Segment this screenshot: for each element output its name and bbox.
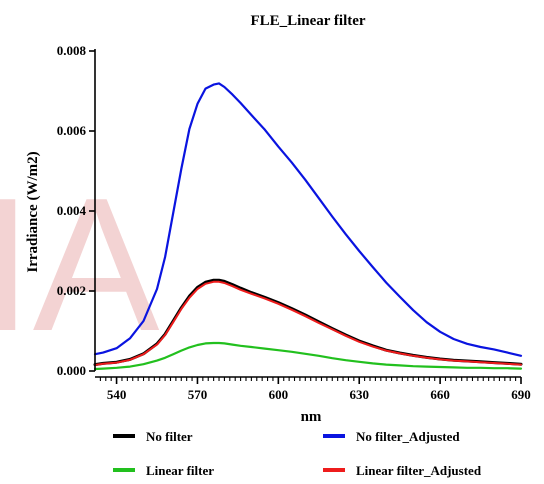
series-line-linear-filter-adjusted — [94, 280, 522, 366]
series-line-no-filter-adjusted — [93, 82, 523, 357]
series-layer — [93, 82, 523, 371]
x-tick-label: 600 — [269, 387, 289, 402]
x-tick-label: 690 — [511, 387, 531, 402]
series-line-linear-filter — [93, 341, 523, 371]
y-tick-label: 0.004 — [57, 203, 87, 218]
y-axis-label: Irradiance (W/m2) — [25, 151, 41, 272]
chart-title: FLE_Linear filter — [250, 13, 365, 29]
x-axis-label: nm — [301, 409, 322, 425]
y-tick-label: 0.006 — [57, 123, 87, 138]
legend-label-linear-filter-adjusted: Linear filter_Adjusted — [356, 463, 482, 478]
axes-layer: 0.000 0.002 0.004 0.006 0.008 540 570 600 630 660… — [57, 43, 531, 402]
legend-label-no-filter-adjusted: No filter_Adjusted — [356, 429, 460, 444]
legend-label-linear-filter: Linear filter — [146, 463, 214, 478]
x-tick-label: 660 — [430, 387, 450, 402]
y-tick-label: 0.000 — [57, 363, 86, 378]
watermark-text: IA — [0, 159, 160, 371]
y-tick-label: 0.002 — [57, 283, 86, 298]
x-tick-label: 570 — [188, 387, 208, 402]
x-tick-label: 630 — [349, 387, 369, 402]
legend-label-no-filter: No filter — [146, 429, 193, 444]
y-tick-label: 0.008 — [57, 43, 87, 58]
legend: No filter No filter_Adjusted Linear filter… — [113, 429, 482, 478]
x-tick-label: 540 — [107, 387, 127, 402]
